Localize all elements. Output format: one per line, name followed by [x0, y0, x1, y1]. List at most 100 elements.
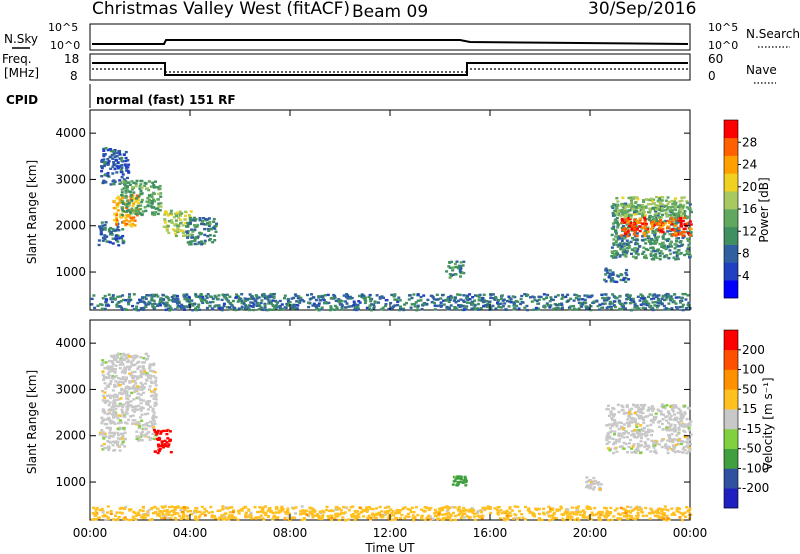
power-cell [131, 304, 135, 308]
velocity-cell [140, 413, 144, 416]
velocity-cell [409, 510, 413, 514]
power-cell [188, 240, 192, 243]
power-cell [116, 161, 120, 164]
power-cell [124, 194, 128, 198]
power-cell [681, 219, 685, 223]
velocity-cell [140, 419, 144, 422]
velocity-cell [126, 408, 130, 411]
velocity-cell [604, 515, 608, 519]
power-cell [412, 293, 416, 296]
velocity-cell [114, 415, 118, 418]
velocity-cell [647, 444, 651, 448]
velocity-cell [355, 514, 359, 517]
velocity-cell [236, 518, 240, 521]
power-cell [652, 297, 656, 300]
velocity-cell [150, 422, 154, 425]
power-cell [104, 181, 108, 184]
power-cell [113, 167, 117, 171]
power-cell [208, 237, 212, 241]
velocity-cell [149, 363, 153, 366]
velocity-cell [464, 484, 468, 487]
power-cell [236, 295, 240, 299]
power-cell [686, 237, 690, 240]
power-cell [674, 231, 678, 235]
power-cell [176, 294, 179, 298]
power-cell [653, 255, 657, 258]
velocity-cell [619, 425, 623, 428]
velocity-cell [153, 401, 157, 405]
power-cell [153, 200, 157, 203]
velocity-cell [261, 510, 265, 513]
velocity-cell [189, 510, 192, 513]
velocity-cell [639, 407, 643, 411]
power-cell [140, 213, 144, 216]
power-cell [114, 234, 118, 238]
power-cell [206, 222, 209, 225]
power-cell [651, 301, 655, 304]
velocity-cell [390, 512, 394, 515]
power-cell [191, 230, 195, 233]
velocity-cell [133, 363, 137, 366]
velocity-cell [108, 408, 112, 411]
power-cell [680, 225, 683, 228]
power-cell [675, 253, 679, 256]
velocity-cell [165, 432, 169, 436]
velocity-cell [480, 517, 484, 520]
power-cell [637, 307, 640, 311]
velocity-patch [100, 352, 158, 427]
power-cell [193, 228, 197, 231]
velocity-cell [151, 432, 155, 436]
power-cell [631, 225, 635, 228]
power-cell [188, 222, 192, 225]
velocity-cell [559, 505, 563, 508]
power-cell [159, 304, 163, 307]
velocity-cell [124, 386, 128, 390]
power-cell [135, 179, 139, 183]
power-cell [439, 301, 443, 304]
velocity-cell [677, 407, 681, 410]
velocity-cell [103, 400, 107, 404]
velocity-cell [126, 401, 130, 405]
velocity-cell [621, 512, 625, 515]
power-cell [362, 294, 366, 297]
velocity-cell [303, 511, 307, 514]
velocity-cell [121, 441, 125, 444]
velocity-cell [108, 401, 112, 404]
power-cell [631, 248, 635, 252]
power-cell [621, 253, 625, 256]
power-cell [445, 270, 449, 273]
power-cell [627, 278, 631, 281]
power-cell [557, 307, 561, 310]
velocity-cell [223, 512, 227, 515]
velocity-cell [668, 416, 672, 420]
power-cell [667, 302, 671, 305]
power-cell [159, 297, 163, 300]
velocity-cell [508, 511, 512, 514]
velocity-cell [123, 421, 127, 424]
velocity-cell [146, 510, 150, 513]
velocity-cell [320, 517, 324, 521]
velocity-cell [120, 392, 124, 396]
velocity-cell [358, 506, 362, 509]
power-cell [456, 293, 460, 296]
velocity-cell [109, 509, 113, 513]
power-cell [123, 183, 126, 186]
velocity-cell [163, 505, 167, 508]
velocity-cell [583, 511, 587, 514]
power-cell [124, 216, 128, 220]
velocity-cell [656, 421, 660, 424]
power-cell [560, 307, 564, 310]
power-cell [589, 308, 593, 312]
velocity-cell [121, 412, 125, 415]
power-cell [685, 200, 689, 203]
power-cell [674, 219, 678, 222]
power-cell [285, 302, 289, 306]
power-cell [153, 302, 157, 305]
velocity-cell [635, 514, 639, 518]
velocity-cell [658, 420, 662, 423]
velocity-cell [302, 517, 306, 520]
power-cell [577, 307, 581, 310]
velocity-cell [121, 376, 125, 379]
velocity-cell [275, 505, 279, 509]
velocity-cell [151, 363, 155, 367]
